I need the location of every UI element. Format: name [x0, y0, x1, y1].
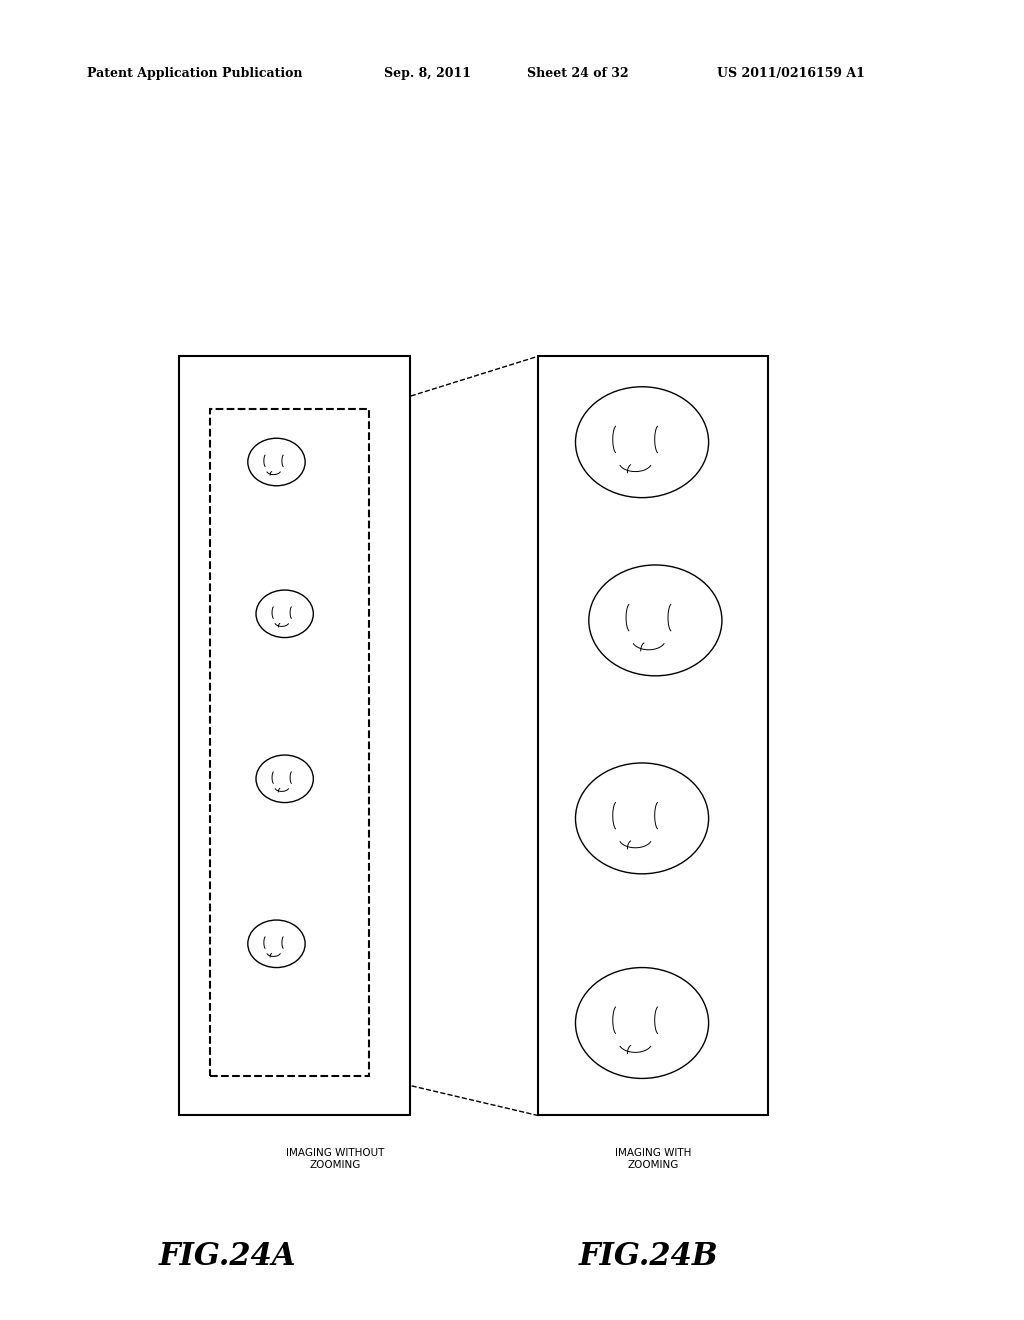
Text: IMAGING WITH
ZOOMING: IMAGING WITH ZOOMING — [614, 1148, 691, 1170]
Ellipse shape — [575, 763, 709, 874]
Ellipse shape — [256, 755, 313, 803]
Bar — [179, 356, 410, 1115]
Bar — [210, 409, 369, 1076]
Text: Patent Application Publication: Patent Application Publication — [87, 67, 302, 81]
Text: Sep. 8, 2011: Sep. 8, 2011 — [384, 67, 471, 81]
Ellipse shape — [248, 920, 305, 968]
Text: IMAGING WITHOUT
ZOOMING: IMAGING WITHOUT ZOOMING — [286, 1148, 385, 1170]
Ellipse shape — [575, 968, 709, 1078]
Text: FIG.24A: FIG.24A — [159, 1241, 296, 1271]
Ellipse shape — [248, 438, 305, 486]
Text: Sheet 24 of 32: Sheet 24 of 32 — [527, 67, 629, 81]
Ellipse shape — [256, 590, 313, 638]
Ellipse shape — [589, 565, 722, 676]
Bar — [538, 356, 768, 1115]
Text: FIG.24B: FIG.24B — [579, 1241, 718, 1271]
Ellipse shape — [575, 387, 709, 498]
Text: US 2011/0216159 A1: US 2011/0216159 A1 — [717, 67, 864, 81]
